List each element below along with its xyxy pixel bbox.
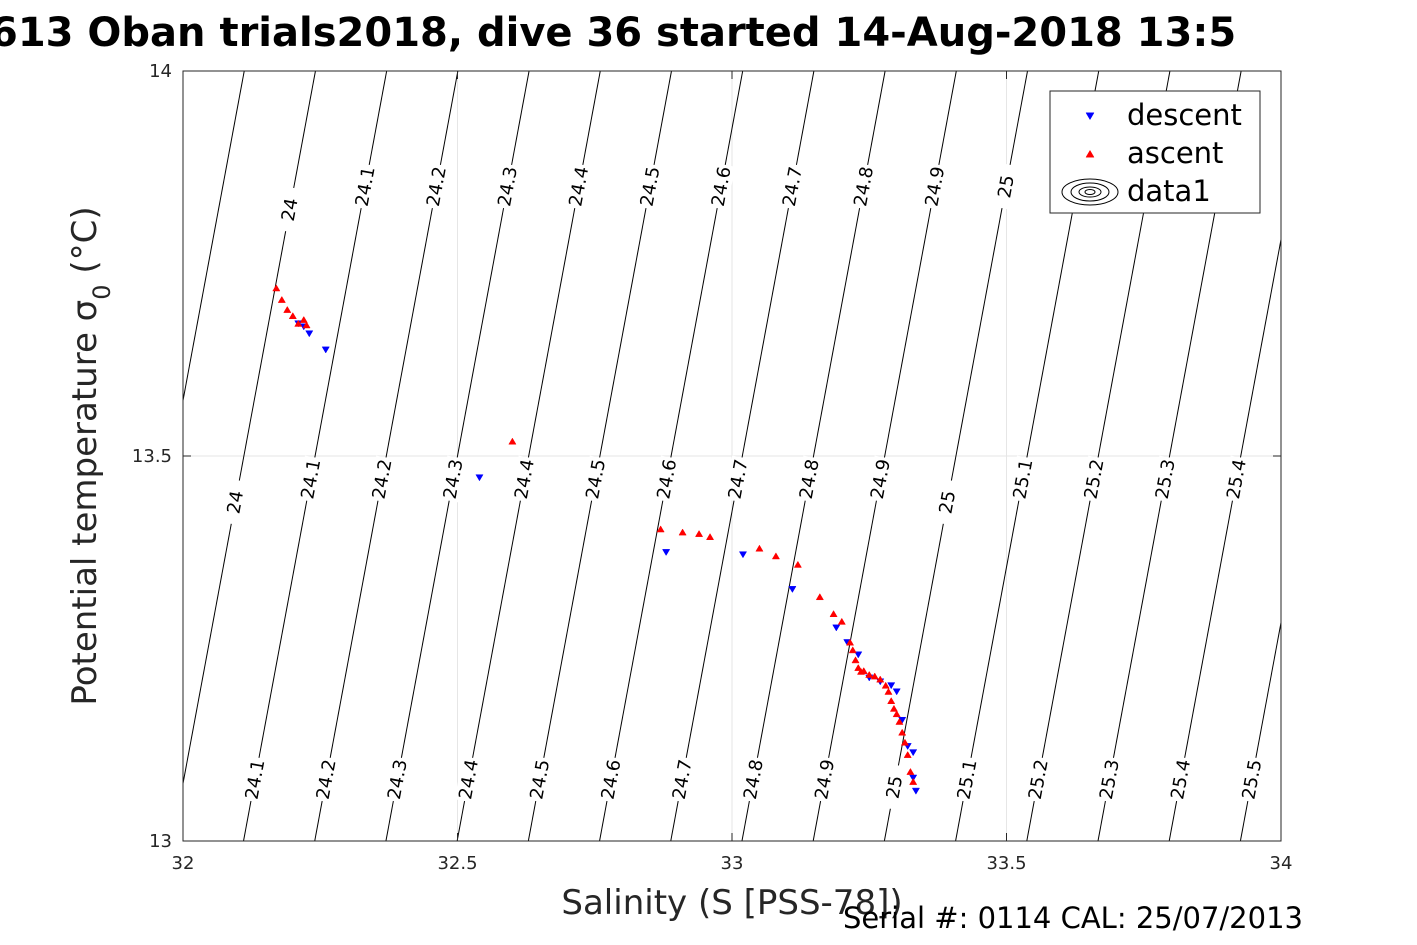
contour-label: 24 <box>278 197 303 223</box>
x-tick-label: 33.5 <box>986 853 1026 874</box>
contour-label-bg <box>1294 456 1322 503</box>
y-tick-label: 13 <box>149 831 172 852</box>
legend: descent ascent data1 <box>1050 91 1260 213</box>
isopycnal-line <box>1383 71 1417 841</box>
x-tick-label: 34 <box>1270 853 1293 874</box>
y-tick-label: 13.5 <box>132 446 172 467</box>
x-tick-label: 33 <box>721 853 744 874</box>
ts-diagram: 613 Oban trials2018, dive 36 started 14-… <box>0 0 1417 945</box>
contour-label: 25.5 <box>1294 458 1322 501</box>
y-axis-label-subscript: 0 <box>88 284 116 299</box>
contour-label: 25 <box>994 173 1019 199</box>
contour-label: 24 <box>223 489 248 515</box>
contour-label: 25 <box>935 489 960 515</box>
legend-label-data1: data1 <box>1127 174 1211 208</box>
x-tick-label: 32.5 <box>437 853 477 874</box>
x-tick-label: 32 <box>172 853 195 874</box>
y-axis-label: Potential temperature σ0 (°C) <box>65 206 116 705</box>
y-tick-label: 14 <box>149 61 172 82</box>
isopycnal-line <box>1312 71 1417 841</box>
y-axis-label-unit: (°C) <box>65 206 105 284</box>
y-axis-label-main: Potential temperature σ <box>65 300 105 706</box>
legend-label-descent: descent <box>1127 98 1242 132</box>
legend-label-ascent: ascent <box>1127 136 1223 170</box>
contour-label: 25 <box>882 774 907 800</box>
serial-cal-note: Serial #: 0114 CAL: 25/07/2013 <box>843 901 1303 935</box>
chart-title: 613 Oban trials2018, dive 36 started 14-… <box>0 10 1236 56</box>
